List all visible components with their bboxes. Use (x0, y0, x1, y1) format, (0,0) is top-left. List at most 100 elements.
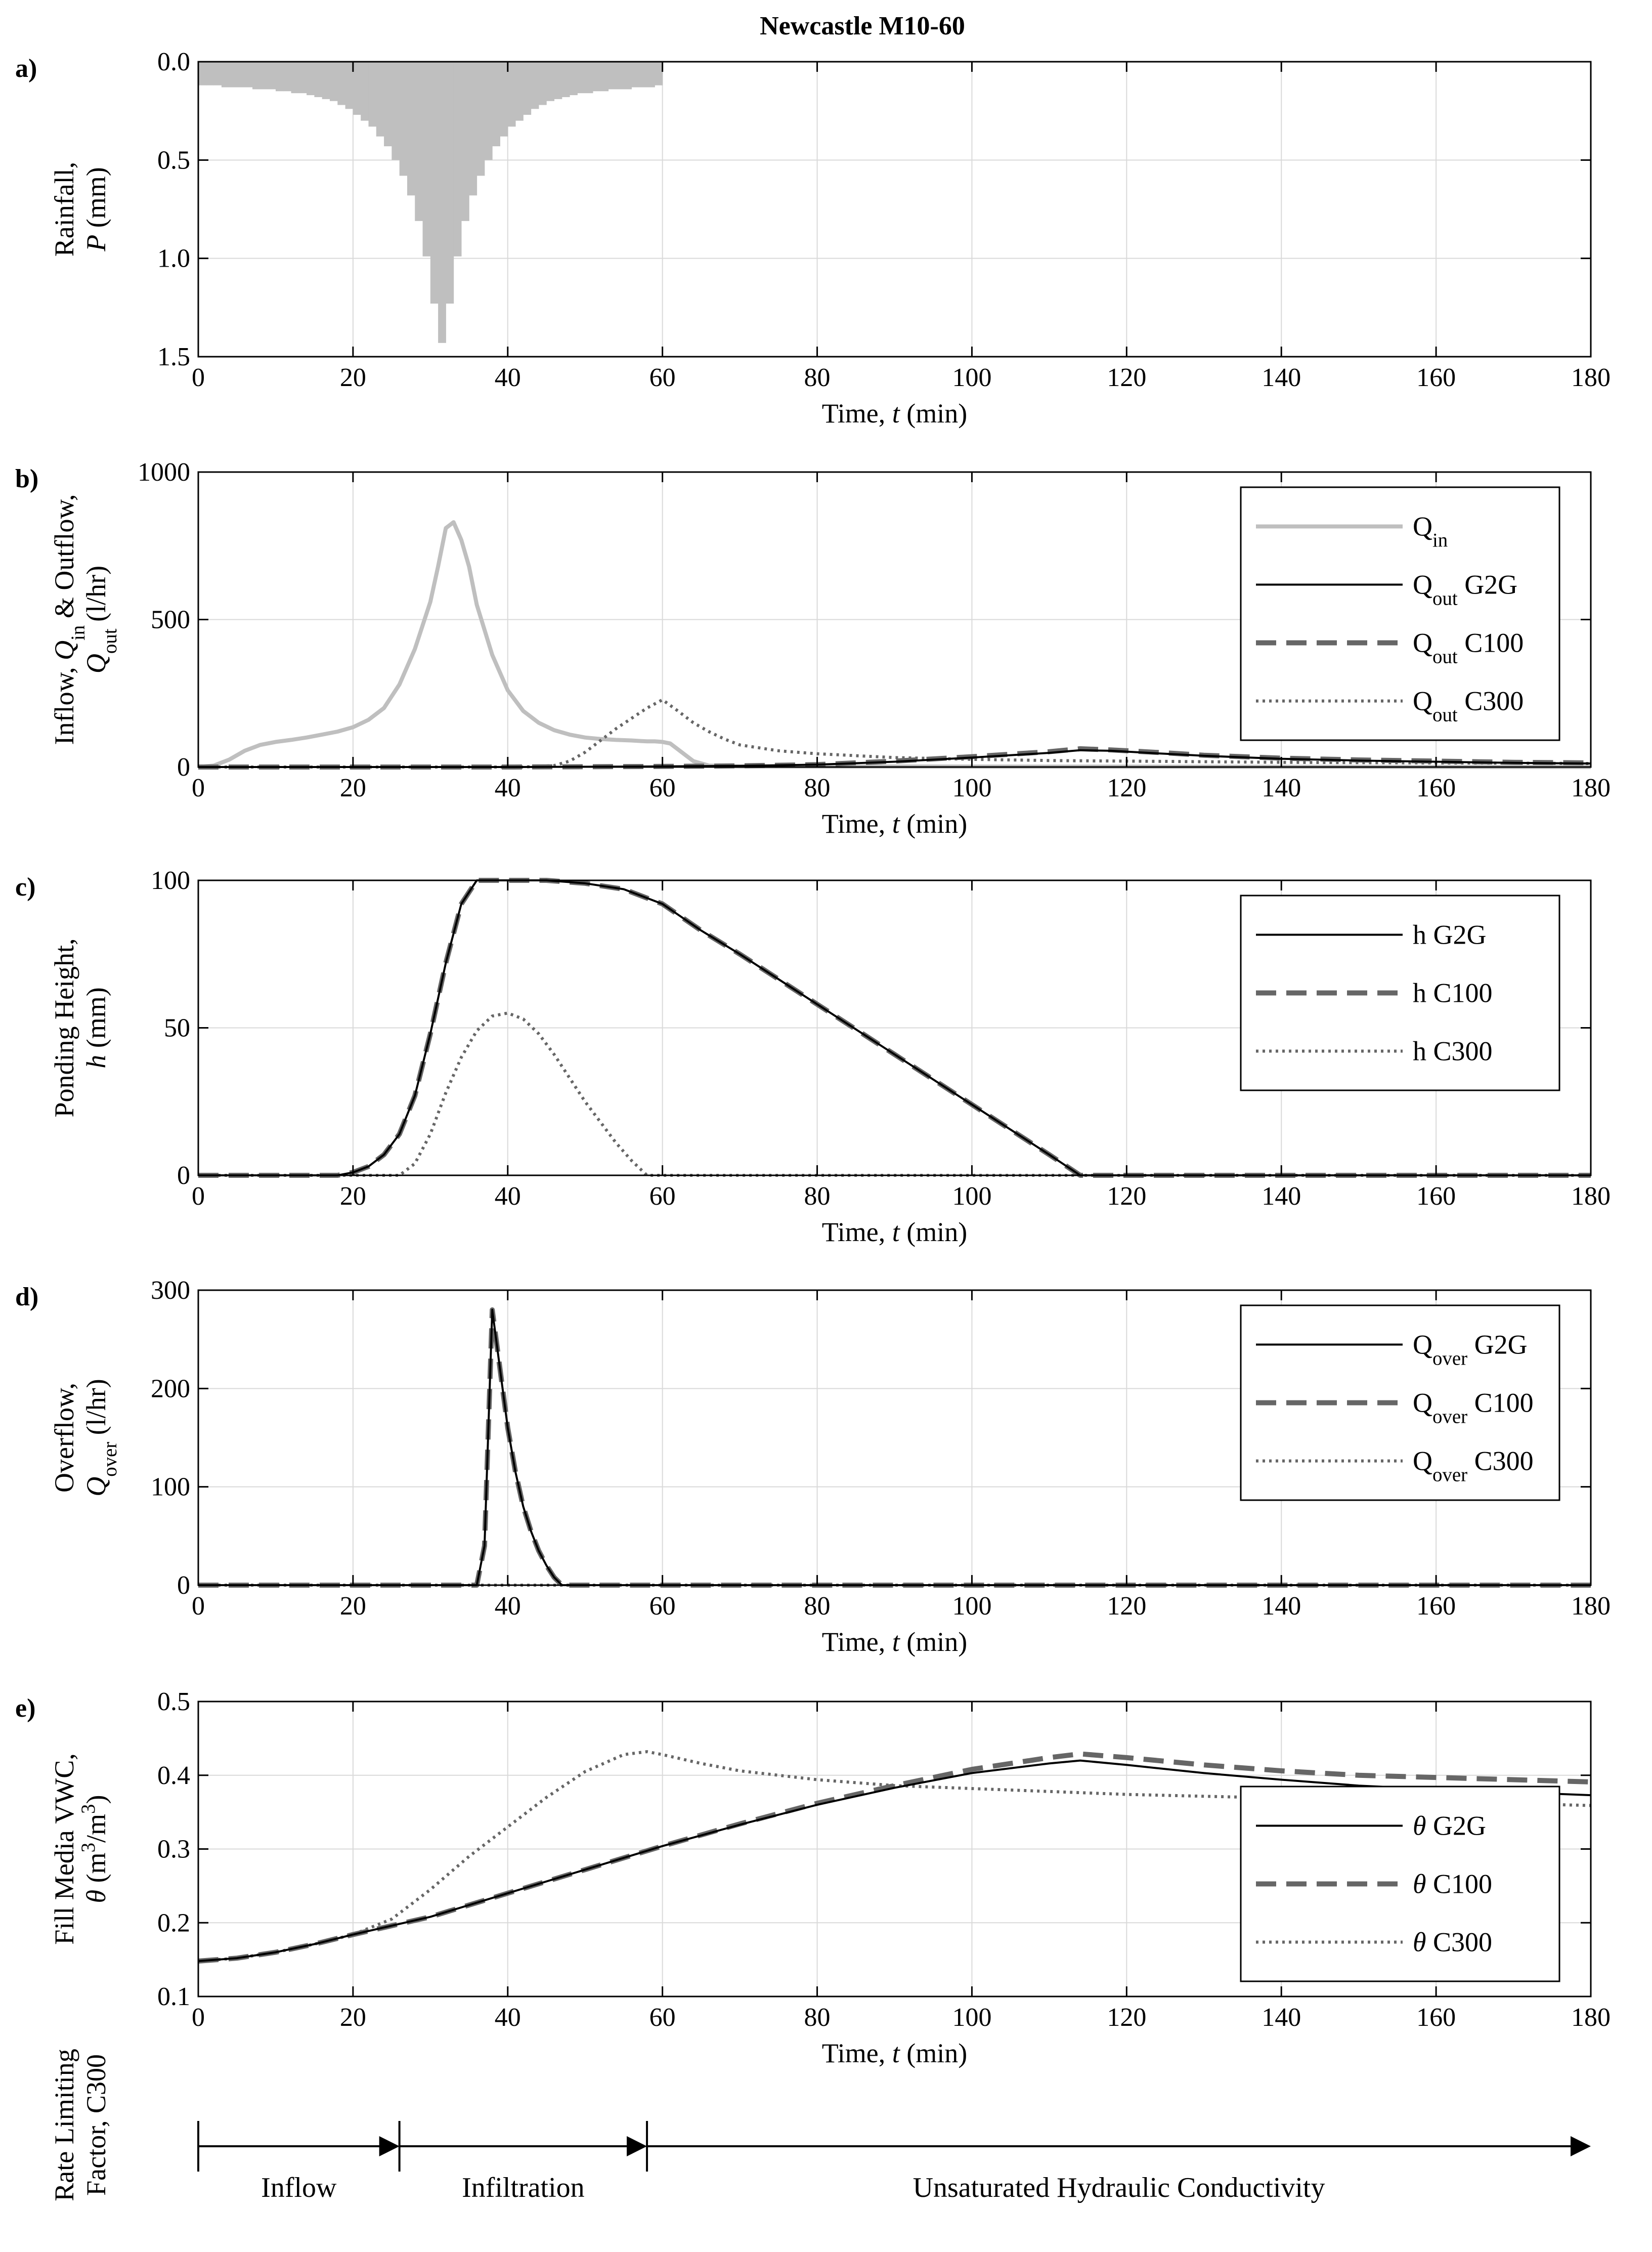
rain-bar (461, 62, 469, 221)
legend-label: Qout C100 (1413, 628, 1524, 668)
rain-bar (337, 62, 346, 105)
panel-label: a) (15, 54, 37, 83)
x-tick-label: 140 (1262, 2003, 1301, 2032)
rain-bar (268, 62, 276, 90)
y-tick-label: 0.3 (157, 1835, 190, 1864)
x-axis-label: Time, t (min) (822, 398, 968, 429)
y-tick-label: 100 (151, 866, 190, 895)
rain-bar (616, 62, 624, 90)
y-tick-label: 1.5 (157, 343, 190, 371)
segment-arrowhead (379, 2136, 400, 2156)
rain-bar (453, 62, 462, 257)
y-tick-label: 0.5 (157, 146, 190, 175)
rain-bar (469, 62, 477, 196)
rain-bar (538, 62, 547, 105)
y-tick-label: 0 (177, 1571, 190, 1600)
x-tick-label: 20 (340, 2003, 366, 2032)
x-tick-label: 40 (495, 774, 521, 802)
rain-bar (384, 62, 392, 147)
rain-bar (624, 62, 632, 90)
figure-title: Newcastle M10-60 (760, 12, 965, 40)
segment-arrowhead (627, 2136, 647, 2156)
x-tick-label: 20 (340, 1182, 366, 1211)
rain-bar (260, 62, 269, 90)
panel-d: 0 20 40 60 80 100 120 140 160 180 0 100 200 300 Time, … (15, 1276, 1611, 1657)
rain-bar (291, 62, 299, 94)
x-tick-label: 60 (649, 2003, 676, 2032)
x-tick-label: 180 (1571, 1182, 1611, 1211)
rain-bar (422, 62, 431, 257)
rain-bar (546, 62, 555, 101)
legend-label: Qout C300 (1413, 686, 1524, 726)
rain-bar (244, 62, 253, 88)
x-tick-label: 80 (804, 774, 831, 802)
x-tick-label: 40 (495, 363, 521, 392)
x-tick-label: 0 (192, 1592, 205, 1621)
rain-bar (430, 62, 439, 304)
series-line-g2g (198, 749, 1591, 768)
plot-frame (197, 61, 1592, 358)
rain-bar (647, 62, 655, 88)
y-axis-label: Inflow, Qin & Outflow, (49, 494, 89, 745)
x-axis-label: Time, t (min) (822, 2038, 968, 2068)
y-tick-label: 300 (151, 1276, 190, 1305)
x-tick-label: 60 (649, 774, 676, 802)
x-tick-label: 100 (952, 1592, 991, 1621)
legend-label: Qover C300 (1413, 1446, 1534, 1486)
rain-bar (585, 62, 593, 94)
panel-c: 0 20 40 60 80 100 120 140 160 180 0 50 100 Time, t (m… (15, 866, 1611, 1247)
y-axis-label: Ponding Height, (49, 938, 79, 1117)
legend-label: θ G2G (1413, 1811, 1486, 1841)
x-tick-label: 120 (1107, 1592, 1146, 1621)
x-tick-label: 0 (192, 2003, 205, 2032)
rain-bar (399, 62, 408, 176)
legend-label: Qover G2G (1413, 1330, 1528, 1370)
x-tick-label: 160 (1416, 1182, 1456, 1211)
rain-bar (206, 62, 214, 86)
y-tick-label: 0.1 (157, 1982, 190, 2011)
rain-bar (198, 62, 206, 86)
rain-bar (298, 62, 307, 94)
x-tick-label: 60 (649, 363, 676, 392)
x-tick-label: 0 (192, 363, 205, 392)
y-tick-label: 100 (151, 1473, 190, 1502)
y-tick-label: 0 (177, 753, 190, 782)
x-tick-label: 140 (1262, 1592, 1301, 1621)
x-tick-label: 120 (1107, 1182, 1146, 1211)
rate-limiting-strip: Rate Limiting Factor, C300 Inflow Infiltrat… (49, 2049, 1591, 2203)
x-tick-label: 20 (340, 1592, 366, 1621)
y-tick-label: 0.2 (157, 1908, 190, 1937)
x-tick-label: 0 (192, 774, 205, 802)
rain-bar (314, 62, 323, 97)
rain-bar (655, 62, 663, 86)
panel-label: c) (15, 873, 35, 902)
series-line-g2g (198, 1308, 1591, 1586)
x-tick-label: 20 (340, 774, 366, 802)
y-tick-label: 0.5 (157, 1687, 190, 1716)
rain-bar (252, 62, 260, 90)
rain-bar (376, 62, 384, 137)
y-axis-label: Overflow, (49, 1383, 79, 1493)
x-tick-label: 100 (952, 2003, 991, 2032)
y-axis-label: θ (m3/m3) (77, 1795, 112, 1903)
x-tick-label: 160 (1416, 774, 1456, 802)
rain-bar (631, 62, 640, 88)
rain-bar (500, 62, 508, 137)
x-axis-label: Time, t (min) (822, 1217, 968, 1247)
rain-bar (570, 62, 578, 96)
y-tick-label: 0.4 (157, 1761, 190, 1790)
x-tick-label: 160 (1416, 2003, 1456, 2032)
segment-label: Inflow (261, 2172, 337, 2203)
panel-label: d) (15, 1283, 38, 1311)
x-tick-label: 140 (1262, 363, 1301, 392)
legend-label: h C100 (1413, 978, 1493, 1008)
rain-bar (415, 62, 423, 221)
x-tick-label: 40 (495, 1182, 521, 1211)
rain-bar (229, 62, 237, 88)
x-tick-label: 180 (1571, 1592, 1611, 1621)
segment-arrowhead (1571, 2136, 1591, 2156)
rain-bar (392, 62, 400, 160)
x-tick-label: 80 (804, 2003, 831, 2032)
rain-bar (639, 62, 647, 88)
x-tick-label: 20 (340, 363, 366, 392)
